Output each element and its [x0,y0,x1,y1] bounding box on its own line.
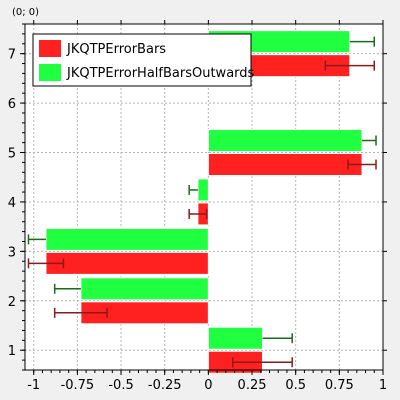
y-tick-label: 3 [8,245,16,260]
legend-swatch-1 [39,64,61,81]
bar-halfbars-5 [207,129,363,153]
y-tick-label: 1 [8,344,16,359]
bar-halfbars-3 [45,227,209,251]
y-tick-label: 5 [8,147,16,162]
legend: JKQTPErrorBars JKQTPErrorHalfBarsOutwards [32,33,255,87]
x-tick-label: -0.5 [108,378,133,393]
bar-halfbars-4 [197,178,209,202]
legend-swatch-0 [39,40,61,57]
x-tick-label: 0.5 [285,378,306,393]
y-tick-label: 6 [8,97,16,112]
x-tick-label: 0.75 [325,378,354,393]
plot-frame [24,23,384,371]
bar-halfbars-2 [80,277,209,301]
x-tick-label: 0 [204,378,212,393]
axes: -1 -0.75 -0.5 -0.25 0 0.25 0.5 0.75 1 1 2 3 4 5 6 7 [8,20,387,393]
bar-errorbars-5 [207,153,363,177]
legend-box [32,33,252,87]
legend-label-0: JKQTPErrorBars [66,42,166,57]
bar-errorbars-3 [45,251,209,275]
y-tick-label: 7 [8,48,16,63]
x-tick-label: -0.75 [61,378,95,393]
x-tick-label: 1 [379,378,387,393]
y-tick-label: 4 [8,196,16,211]
x-tick-label: -1 [27,378,40,393]
x-tick-label: -0.25 [148,378,182,393]
bar-halfbars-1 [207,326,264,350]
coordinate-readout: (0; 0) [12,7,39,18]
legend-label-1: JKQTPErrorHalfBarsOutwards [66,66,255,81]
error-bars [27,36,377,368]
y-tick-label: 2 [8,295,16,310]
x-tick-label: 0.25 [238,378,267,393]
